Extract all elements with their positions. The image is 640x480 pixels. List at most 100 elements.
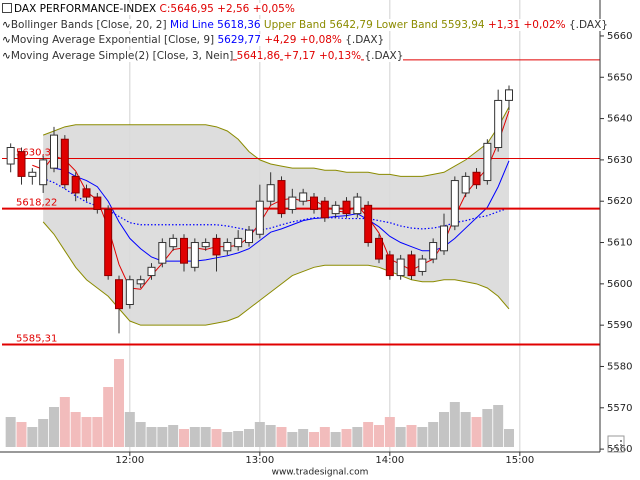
candle-body — [396, 258, 405, 277]
x-tick-label: 14:00 — [375, 455, 404, 466]
volume-bar — [449, 402, 460, 447]
volume-bar — [417, 427, 428, 447]
legend-icon — [2, 3, 12, 13]
candle-body — [440, 225, 448, 252]
title: DAX PERFORMANCE-INDEX — [14, 3, 157, 15]
horizontal-line-label: 5585,31 — [16, 334, 57, 345]
candle-body — [288, 196, 297, 210]
candle-body — [461, 175, 470, 194]
candle-body — [169, 237, 178, 248]
volume-bar — [395, 427, 406, 447]
candle-body — [331, 204, 340, 215]
y-tick-label: 5660 — [607, 31, 632, 42]
candle-body — [115, 279, 123, 310]
grip-dot — [620, 440, 622, 442]
candle-body — [190, 242, 199, 268]
candle-body — [147, 266, 156, 277]
candle-body — [320, 200, 329, 219]
candle-body — [245, 229, 253, 244]
legend-text: +4,29 +0,08% — [264, 34, 342, 46]
volume-bar — [16, 422, 27, 447]
legend-text: 5629,77 — [217, 34, 261, 46]
candle-body — [28, 171, 37, 177]
y-tick-label: 5640 — [607, 114, 632, 125]
grip-dot — [620, 444, 622, 446]
legend-row: ∿Bollinger Bands [Close, 20, 2] Mid Line… — [2, 18, 608, 34]
volume-bar — [200, 427, 211, 447]
y-tick-label: 5650 — [607, 72, 632, 83]
x-tick-label: 15:00 — [505, 455, 534, 466]
candle-body — [212, 237, 221, 256]
volume-bar — [189, 427, 200, 447]
volume-bar — [384, 417, 395, 447]
legend-text: Moving Average Simple(2) [Close, 3, Nein… — [10, 49, 234, 62]
volume-bar — [222, 432, 233, 447]
volume-bar — [38, 419, 49, 447]
candle-body — [6, 146, 15, 165]
y-tick-label: 5580 — [607, 361, 632, 372]
legend-icon: ∿ — [2, 34, 11, 46]
candle-body — [375, 237, 383, 260]
candle-body — [39, 159, 48, 186]
grip-dot — [616, 448, 618, 450]
grip-box — [607, 435, 625, 453]
candle-body — [201, 242, 210, 248]
horizontal-line-label: 5618,22 — [16, 198, 57, 209]
candle-body — [180, 237, 188, 264]
volume-bar — [233, 431, 244, 447]
indicator-line — [42, 221, 510, 326]
volume-bar — [265, 425, 276, 447]
title-quote: C:5646,95 +2,56 +0,05% — [159, 3, 295, 15]
back-layer — [5, 0, 521, 452]
legend-text: Moving Average Exponential [Close, 9] — [10, 34, 215, 46]
volume-bar — [287, 432, 298, 447]
volume-bar — [352, 427, 363, 447]
candle-body — [472, 171, 481, 186]
grip-dot — [616, 444, 618, 446]
candle-body — [234, 237, 243, 248]
watermark: www.tradesignal.com — [272, 468, 369, 478]
candle-body — [223, 242, 232, 252]
candle-body — [505, 89, 513, 101]
candle-body — [407, 254, 416, 277]
legend-text: {.DAX} — [345, 34, 385, 46]
volume-bar — [482, 409, 493, 447]
volume-bar — [92, 417, 103, 447]
grip-dot — [620, 448, 622, 450]
x-tick-label: 13:00 — [245, 455, 274, 466]
legend-text: 5641,86 — [236, 49, 281, 62]
legend-text: Upper Band 5642,79 Lower Band 5593,94 — [263, 18, 485, 31]
volume-bar — [428, 422, 439, 447]
candle-body — [71, 175, 80, 194]
volume-bar — [157, 427, 168, 447]
y-tick-label: 5630 — [607, 155, 632, 166]
y-tick-label: 5590 — [607, 320, 632, 331]
candle-body — [266, 184, 275, 202]
candle-body — [342, 200, 351, 215]
candle-body — [353, 196, 362, 215]
volume-bar — [124, 412, 135, 447]
candle-body — [418, 258, 427, 272]
y-tick-label: 5600 — [607, 279, 632, 290]
volume-bar — [309, 432, 319, 447]
legend-text: {.DAX} — [568, 18, 608, 31]
candle-body — [277, 180, 286, 215]
legend-icon: ∿ — [2, 18, 11, 31]
candle-body — [429, 242, 438, 260]
volume-bar — [135, 422, 146, 447]
volume-bar — [319, 427, 330, 447]
volume-bar — [406, 425, 417, 447]
volume-bar — [179, 429, 189, 447]
volume-bar — [374, 425, 384, 447]
horizontal-line-label: 5630,33 — [16, 148, 57, 159]
candle-body — [136, 279, 145, 285]
legend-text: {.DAX} — [364, 49, 404, 62]
volume-bar — [244, 429, 254, 447]
candle-body — [82, 188, 91, 198]
candle-body — [104, 208, 113, 277]
candle-body — [17, 151, 26, 177]
x-tick-label: 12:00 — [115, 455, 144, 466]
legend-row: ∿Moving Average Simple(2) [Close, 3, Nei… — [2, 49, 608, 65]
